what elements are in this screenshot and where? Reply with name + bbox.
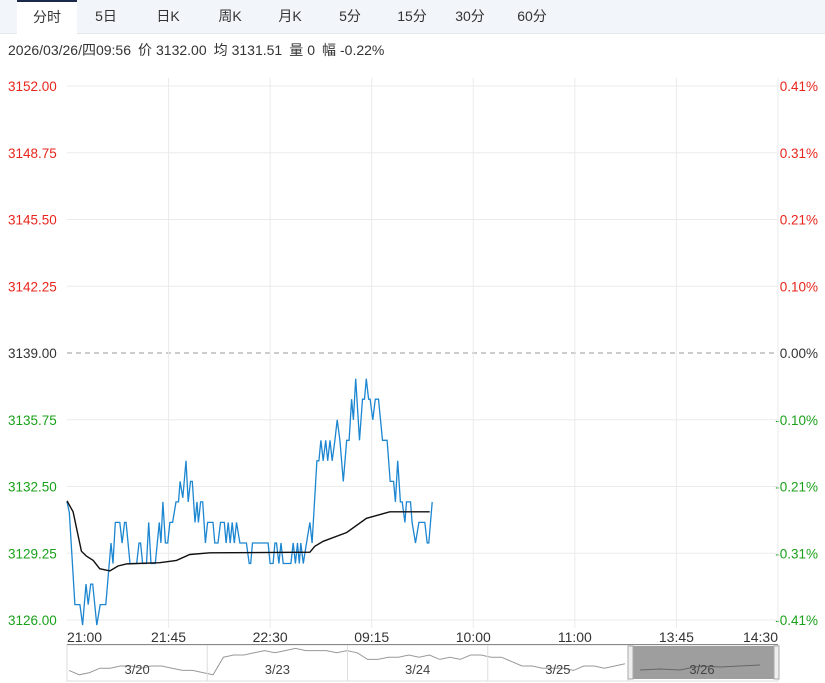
- tab-intraday[interactable]: 分时: [17, 0, 77, 34]
- avg-label: 均: [213, 42, 228, 58]
- navigator-day-label: 3/24: [405, 662, 430, 677]
- avg-value: 3131.51: [231, 42, 283, 58]
- volume-label: 量: [289, 42, 304, 58]
- y-tick-label-right: 0.21%: [780, 213, 818, 228]
- y-tick-label-right: -0.10%: [775, 413, 818, 428]
- navigator-day-label: 3/23: [265, 662, 290, 677]
- x-tick-label: 10:00: [456, 629, 491, 645]
- x-tick-label: 09:15: [354, 629, 389, 645]
- x-tick-label: 11:00: [558, 629, 592, 645]
- price-line: [66, 378, 433, 626]
- y-tick-label-right: -0.41%: [775, 613, 818, 628]
- y-tick-label-left: 3148.75: [8, 146, 57, 161]
- tab-daily-k[interactable]: 日K: [156, 8, 180, 24]
- navigator-day-label: 3/25: [545, 662, 570, 677]
- y-tick-label-left: 3135.75: [8, 413, 57, 428]
- x-tick-label: 22:30: [253, 629, 288, 645]
- tab-60min[interactable]: 60分: [517, 8, 547, 24]
- price-label: 价: [138, 42, 152, 58]
- change-label: 幅: [322, 42, 337, 58]
- y-tick-label-right: 0.10%: [780, 279, 818, 294]
- quote-info-bar: 2026/03/26/四09:56 价 3132.00 均 3131.51 量 0 幅 -0.2…: [8, 40, 391, 60]
- x-tick-label: 14:30: [743, 629, 778, 645]
- tab-weekly-k[interactable]: 周K: [218, 8, 242, 24]
- quote-datetime: 2026/03/26/四09:56: [8, 42, 131, 58]
- y-tick-label-left: 3129.25: [8, 546, 57, 561]
- tab-5day[interactable]: 5日: [95, 8, 117, 24]
- tab-15min[interactable]: 15分: [397, 8, 427, 24]
- y-tick-label-right: -0.31%: [775, 546, 818, 561]
- navigator-day-label: 3/20: [124, 662, 149, 677]
- y-tick-label-left: 3145.50: [8, 213, 57, 228]
- y-tick-label-right: 0.41%: [780, 79, 818, 94]
- tab-30min[interactable]: 30分: [455, 8, 485, 24]
- x-tick-label: 13:45: [659, 629, 694, 645]
- navigator-selection[interactable]: [633, 646, 774, 679]
- y-tick-label-left: 3139.00: [8, 346, 57, 361]
- y-tick-label-left: 3152.00: [8, 79, 57, 94]
- navigator-handle[interactable]: [773, 645, 780, 680]
- y-tick-label-left: 3142.25: [8, 279, 57, 294]
- period-tab-bar: 分时 5日 日K 周K 月K 5分 15分 30分 60分: [0, 0, 825, 34]
- tab-monthly-k[interactable]: 月K: [278, 8, 302, 24]
- y-tick-label-left: 3126.00: [8, 613, 57, 628]
- tab-5min[interactable]: 5分: [339, 8, 361, 24]
- navigator-handle[interactable]: [627, 645, 634, 680]
- x-tick-label: 21:45: [151, 629, 186, 645]
- navigator-day-label: 3/26: [689, 662, 714, 677]
- price-value: 3132.00: [156, 42, 207, 58]
- y-tick-label-right: 0.00%: [780, 346, 818, 361]
- change-value: -0.22%: [340, 42, 385, 58]
- avg-line: [66, 500, 430, 572]
- y-tick-label-left: 3132.50: [8, 480, 57, 495]
- x-tick-label: 21:00: [67, 629, 102, 645]
- y-tick-label-right: 0.31%: [780, 146, 818, 161]
- volume-value: 0: [307, 42, 316, 58]
- y-tick-label-right: -0.21%: [775, 480, 818, 495]
- navigator-sparkline-selected: [639, 664, 761, 671]
